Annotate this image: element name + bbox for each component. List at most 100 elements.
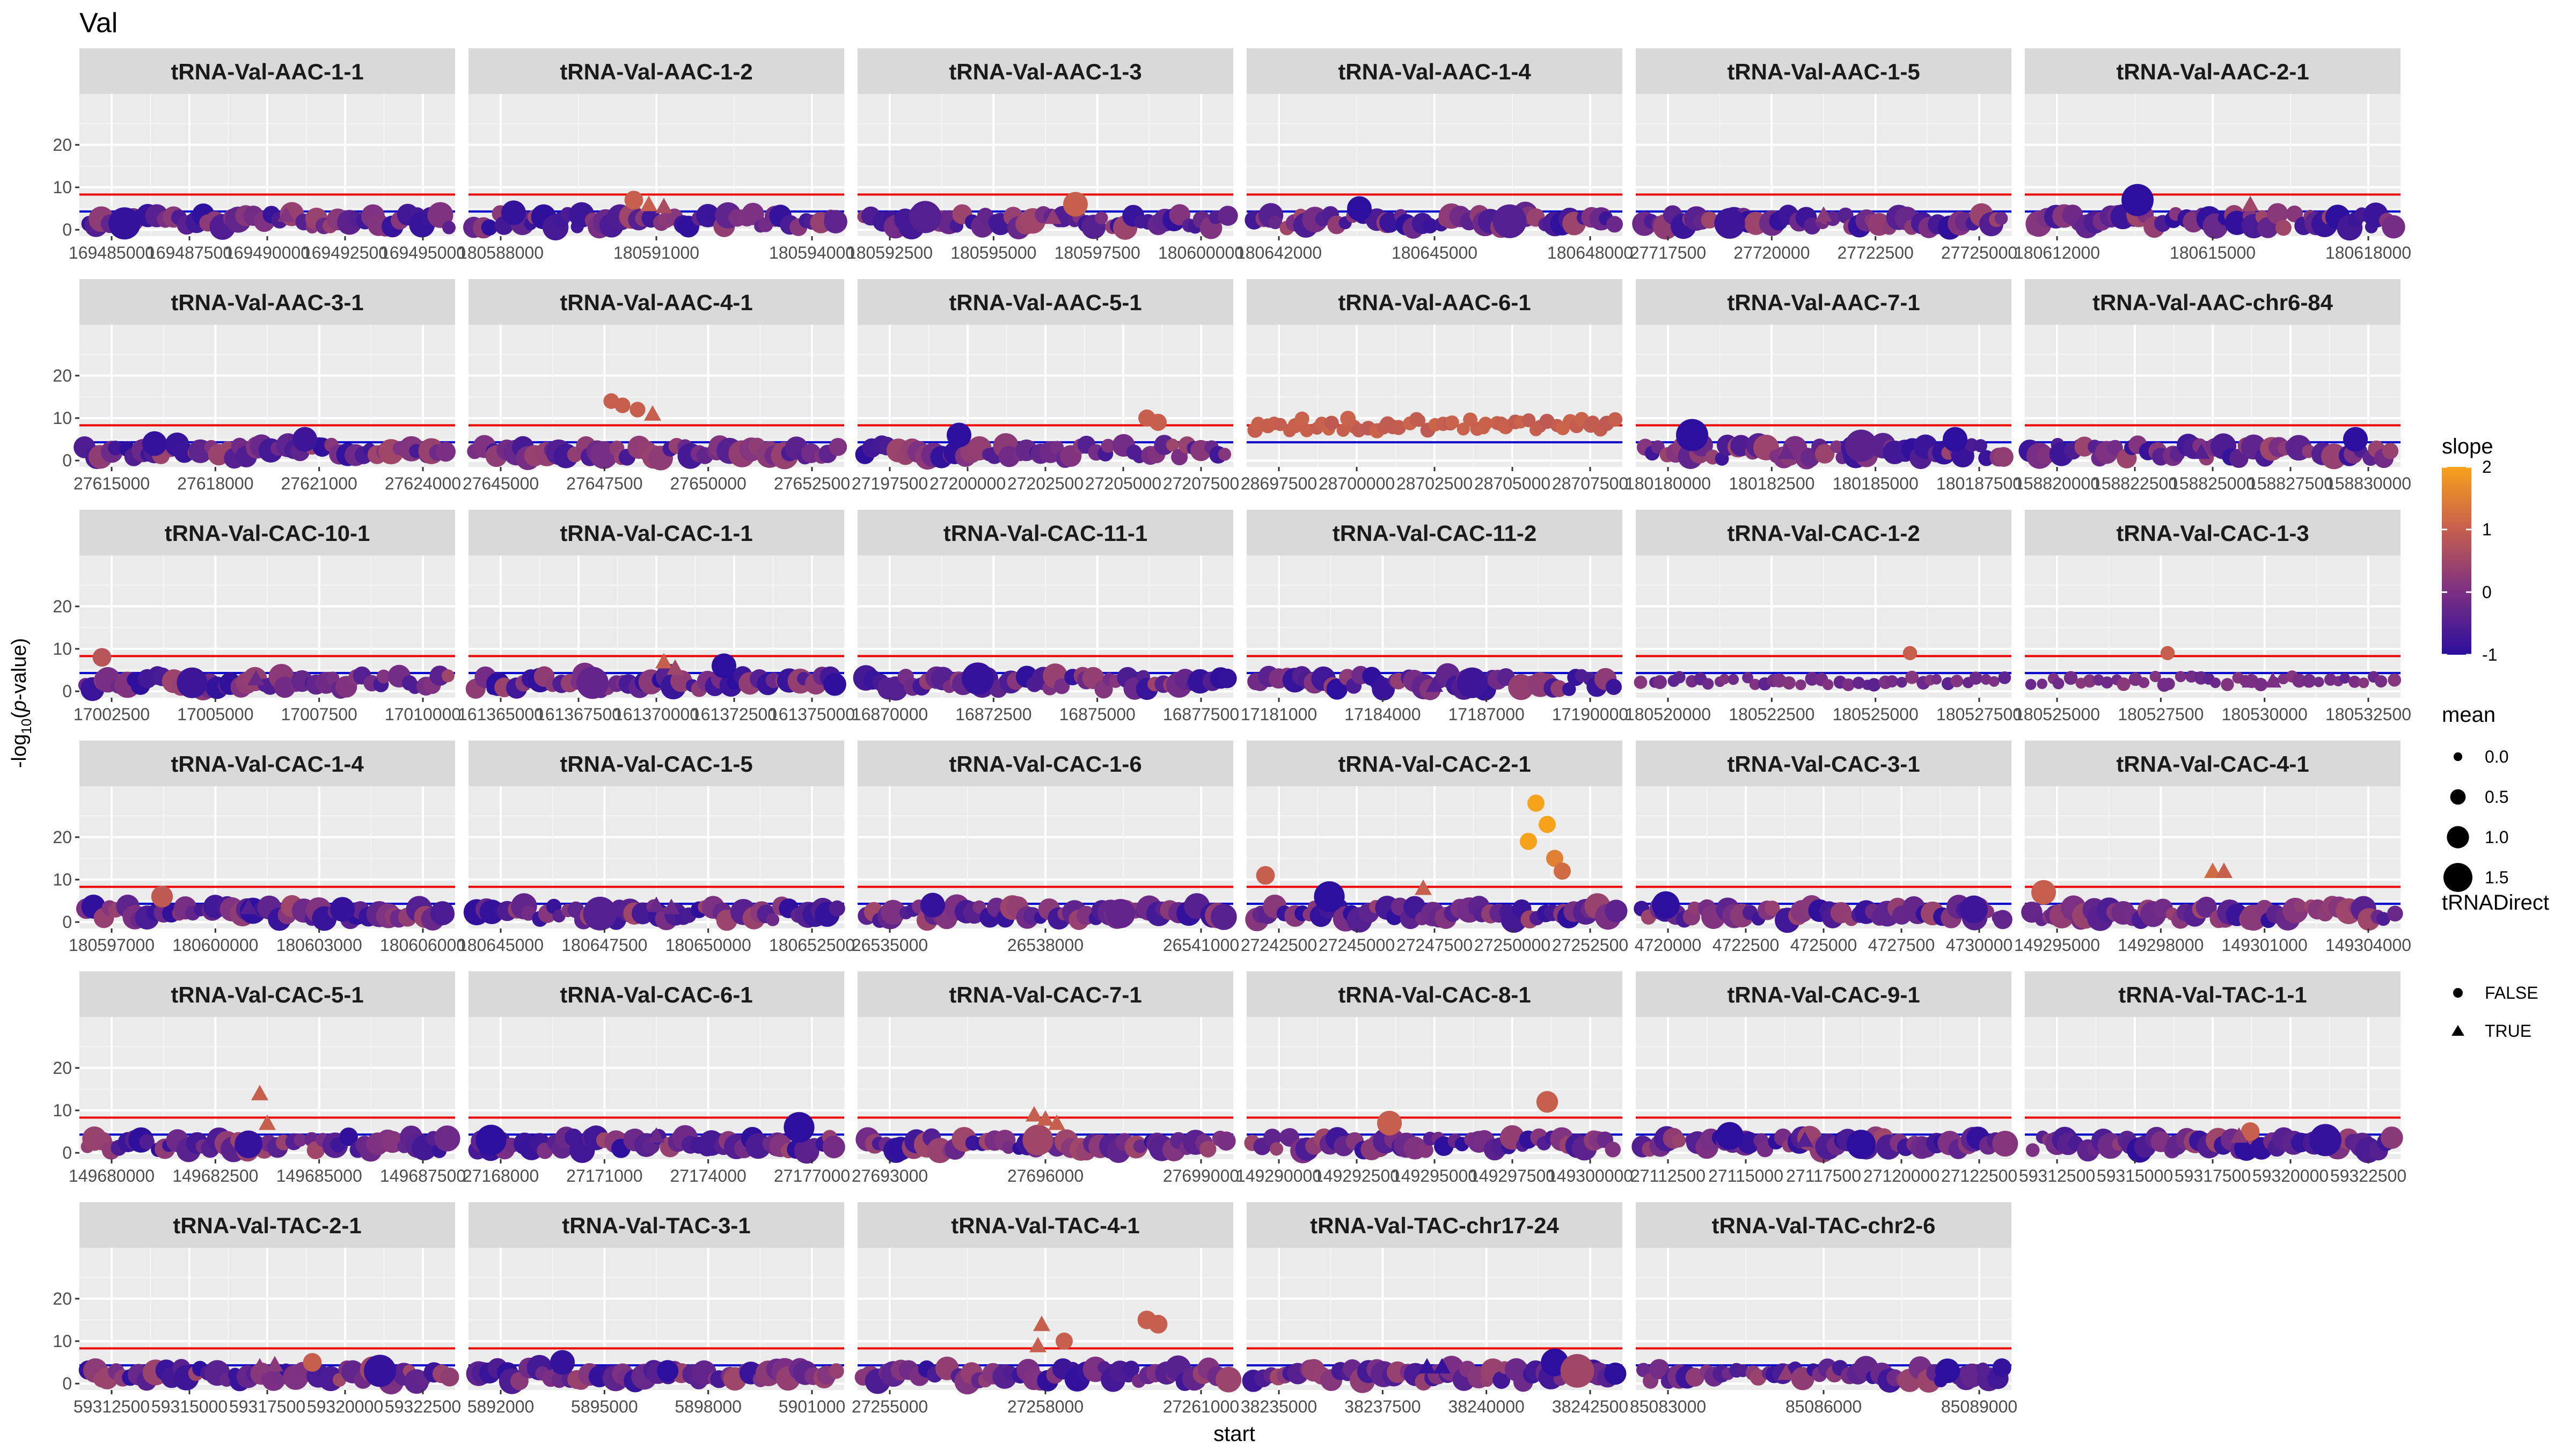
data-point bbox=[1422, 218, 1438, 234]
data-point bbox=[2275, 219, 2292, 236]
panel-strip bbox=[1247, 510, 1622, 555]
y-tick-label: 20 bbox=[53, 1058, 72, 1078]
y-tick-label: 0 bbox=[62, 912, 72, 932]
panel-strip bbox=[1636, 971, 2011, 1017]
data-point-direct bbox=[2264, 672, 2281, 688]
x-tick-label: 180650000 bbox=[665, 935, 751, 955]
data-point bbox=[1218, 206, 1238, 226]
data-point-direct bbox=[1026, 1106, 1043, 1122]
panel-strip bbox=[79, 510, 455, 555]
data-point-peak bbox=[1539, 816, 1556, 833]
data-point-peak bbox=[1716, 1122, 1744, 1150]
data-point-peak bbox=[292, 427, 317, 452]
x-tick-label: 149300000 bbox=[1547, 1166, 1633, 1185]
x-tick-label: 149685000 bbox=[276, 1166, 362, 1185]
data-point bbox=[1445, 415, 1459, 429]
panel-tRNA-Val-AAC-5-1: tRNA-Val-AAC-5-1 27197500 27200000 27202500… bbox=[852, 279, 1239, 493]
x-tick-label: 5892000 bbox=[467, 1397, 535, 1416]
data-point bbox=[139, 1134, 155, 1150]
data-point-direct bbox=[1033, 1315, 1050, 1331]
x-tick-label: 28705000 bbox=[1474, 474, 1550, 493]
panel-strip bbox=[1247, 48, 1622, 94]
data-point bbox=[2221, 678, 2234, 691]
x-tick-label: 149290000 bbox=[1236, 1166, 1322, 1185]
data-point bbox=[2348, 675, 2361, 688]
x-tick-label: 4725000 bbox=[1790, 935, 1857, 955]
panel-strip bbox=[858, 510, 1233, 555]
data-point bbox=[1336, 423, 1350, 437]
x-tick-label: 27117500 bbox=[1786, 1166, 1861, 1185]
x-tick-label: 158830000 bbox=[2325, 474, 2411, 493]
mean-legend-key bbox=[2443, 863, 2472, 892]
x-tick-label: 27202500 bbox=[1007, 474, 1084, 493]
data-point bbox=[1133, 1139, 1147, 1153]
x-tick-label: 149682500 bbox=[172, 1166, 258, 1185]
data-point bbox=[1216, 1366, 1242, 1393]
panel-strip bbox=[858, 1202, 1233, 1248]
data-point bbox=[1649, 1359, 1670, 1380]
data-point-peak bbox=[1492, 204, 1527, 238]
data-point bbox=[1550, 680, 1568, 697]
data-point bbox=[481, 219, 497, 236]
data-point-direct bbox=[644, 405, 661, 421]
x-tick-label: 16875000 bbox=[1059, 705, 1135, 724]
x-tick-label: 161370000 bbox=[613, 705, 699, 724]
data-point-peak bbox=[142, 431, 167, 456]
data-point-peak bbox=[1902, 646, 1918, 661]
panel-tRNA-Val-CAC-6-1: tRNA-Val-CAC-6-1 27168000 27171000 27174000… bbox=[463, 971, 850, 1185]
panel-tRNA-Val-AAC-1-1: tRNA-Val-AAC-1-1010201694850001694875001… bbox=[53, 48, 466, 262]
data-point-peak bbox=[364, 1355, 396, 1387]
data-point bbox=[1391, 420, 1406, 435]
x-tick-label: 169492500 bbox=[302, 243, 388, 262]
data-point-direct bbox=[1796, 1131, 1813, 1147]
data-point bbox=[2025, 678, 2037, 690]
x-tick-label: 180642000 bbox=[1236, 243, 1322, 262]
x-tick-label: 16877500 bbox=[1163, 705, 1239, 724]
data-point bbox=[1765, 901, 1780, 916]
data-point bbox=[2196, 896, 2217, 918]
x-tick-label: 5901000 bbox=[779, 1397, 846, 1416]
data-point-peak bbox=[630, 401, 646, 418]
x-tick-label: 158827500 bbox=[2248, 474, 2333, 493]
panel-strip bbox=[858, 971, 1233, 1017]
x-tick-label: 59322500 bbox=[2330, 1166, 2406, 1185]
data-point-peak bbox=[2343, 427, 2368, 452]
panel-tRNA-Val-CAC-9-1: tRNA-Val-CAC-9-1 27112500 27115000 27117500… bbox=[1630, 971, 2018, 1185]
data-point-direct bbox=[2193, 443, 2210, 459]
x-tick-label: 27255000 bbox=[852, 1397, 928, 1416]
panel-strip-label: tRNA-Val-CAC-1-1 bbox=[560, 521, 752, 546]
x-tick-label: 28700000 bbox=[1319, 474, 1395, 493]
panel-strip bbox=[79, 1202, 455, 1248]
panel-tRNA-Val-AAC-6-1: tRNA-Val-AAC-6-1 28697500 28700000 28702500… bbox=[1241, 279, 1628, 493]
panel-tRNA-Val-CAC-1-5: tRNA-Val-CAC-1-5 180645000 180647500 180650… bbox=[458, 741, 855, 955]
panel-strip bbox=[79, 741, 455, 786]
data-point bbox=[1002, 1141, 1015, 1154]
mean-legend-key bbox=[2450, 789, 2466, 805]
data-point bbox=[1211, 904, 1237, 930]
panel-strip-label: tRNA-Val-AAC-2-1 bbox=[2116, 59, 2309, 84]
data-point-peak bbox=[2160, 646, 2175, 661]
data-point bbox=[521, 905, 536, 921]
panel-strip bbox=[469, 279, 844, 325]
x-tick-label: 27615000 bbox=[74, 474, 150, 493]
data-point-direct bbox=[1815, 206, 1832, 222]
data-point bbox=[1782, 676, 1796, 690]
panel-strip bbox=[2025, 48, 2401, 94]
x-tick-label: 149298000 bbox=[2118, 935, 2204, 955]
data-point-direct bbox=[259, 1114, 276, 1130]
direct-legend-key-circle bbox=[2453, 988, 2463, 998]
x-tick-label: 158825000 bbox=[2170, 474, 2256, 493]
x-tick-label: 27652500 bbox=[774, 474, 850, 493]
data-point bbox=[742, 202, 764, 225]
data-point bbox=[442, 221, 456, 235]
data-point-peak bbox=[303, 1353, 322, 1372]
panel-strip bbox=[79, 971, 455, 1017]
x-tick-label: 180600000 bbox=[1158, 243, 1244, 262]
panel-tRNA-Val-CAC-1-1: tRNA-Val-CAC-1-1 161365000161367500161370… bbox=[458, 510, 855, 724]
data-point-direct bbox=[2242, 672, 2259, 688]
panel-strip bbox=[1636, 1202, 2011, 1248]
data-point bbox=[339, 1127, 358, 1146]
x-tick-label: 180597500 bbox=[1055, 243, 1140, 262]
